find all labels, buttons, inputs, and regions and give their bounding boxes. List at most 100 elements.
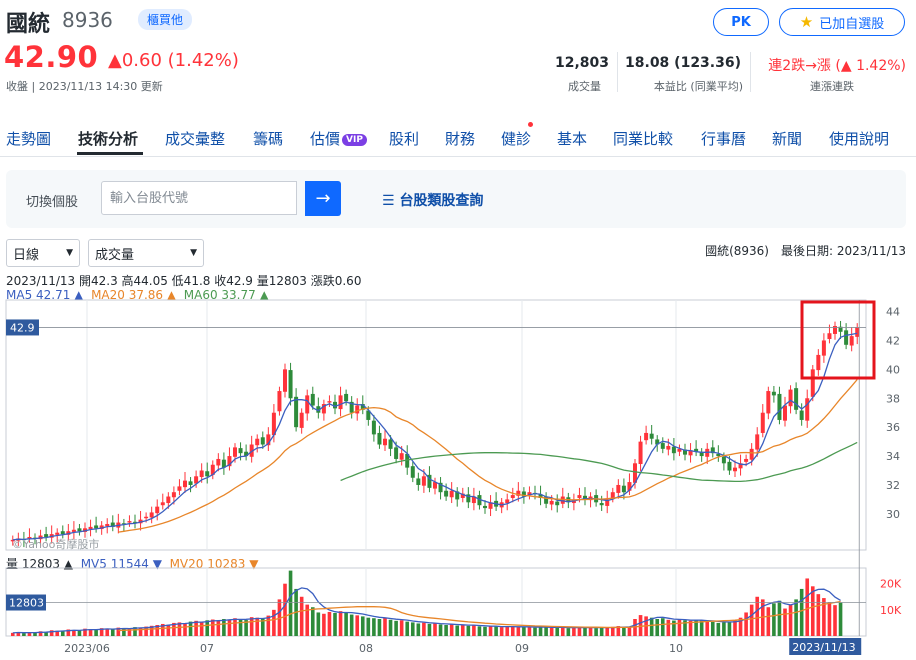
ma5-line xyxy=(12,332,858,541)
candle-body xyxy=(616,484,621,493)
tab-calendar[interactable]: 行事曆 xyxy=(701,130,747,148)
ma20-legend: MA20 37.86 ▲ xyxy=(91,288,177,302)
candle-body xyxy=(766,391,771,414)
volume-bar xyxy=(77,630,82,636)
volume-bar xyxy=(299,596,304,636)
volume-bar xyxy=(366,617,371,636)
ma5-legend: MA5 42.71 ▲ xyxy=(6,288,84,302)
tab-peers[interactable]: 同業比較 xyxy=(613,130,674,148)
volume-bar xyxy=(555,627,560,636)
candle-body xyxy=(88,526,93,530)
symbol-search-input[interactable] xyxy=(101,181,297,215)
watchlist-button[interactable]: ★ 已加自選股 xyxy=(779,8,905,36)
candle-body xyxy=(827,333,832,340)
candle-body xyxy=(44,534,49,537)
volume-bar xyxy=(560,627,565,636)
volume-bar xyxy=(55,630,60,636)
volume-bar xyxy=(466,625,471,636)
volume-bar xyxy=(355,615,360,636)
candle-body xyxy=(260,437,265,445)
volume-bar xyxy=(577,627,582,636)
tab-help[interactable]: 使用說明 xyxy=(829,130,890,148)
market-badge[interactable]: 櫃買他 xyxy=(138,9,193,30)
candle-body xyxy=(699,452,704,457)
candle-body xyxy=(666,445,671,450)
candle-body xyxy=(760,412,765,433)
period-select[interactable]: 日線 ▼ xyxy=(6,239,80,267)
volume-bar xyxy=(272,609,276,636)
pk-button[interactable]: PK xyxy=(713,8,769,36)
candle-body xyxy=(394,447,399,459)
search-go-button[interactable]: → xyxy=(305,181,341,216)
tab-valuation[interactable]: 估價 VIP xyxy=(310,128,367,149)
tab-chips[interactable]: 籌碼 xyxy=(253,130,284,148)
candle-body xyxy=(677,448,682,452)
tab-valuation-label: 估價 xyxy=(310,130,341,148)
volume-bar xyxy=(205,620,210,636)
tab-trades[interactable]: 成交彙整 xyxy=(165,130,226,148)
candle-body xyxy=(788,389,793,407)
candle-body xyxy=(449,490,454,498)
volume-bar xyxy=(349,614,354,636)
candle-body xyxy=(771,391,776,396)
volume-bar xyxy=(827,602,832,636)
candle-body xyxy=(710,447,715,454)
volume-bar xyxy=(822,598,826,636)
x-tick-label: 10 xyxy=(669,642,683,655)
tab-finance[interactable]: 財務 xyxy=(445,130,476,148)
last-volume-label: 12803 xyxy=(9,597,44,610)
volume-bar xyxy=(444,625,448,636)
candle-body xyxy=(660,443,665,449)
volume-bar xyxy=(755,596,760,636)
volume-bar xyxy=(399,620,404,636)
candle-body xyxy=(538,494,543,498)
volume-bar xyxy=(416,623,421,636)
volume-bar xyxy=(666,619,671,636)
volume-bar xyxy=(277,599,282,636)
volume-bar xyxy=(733,620,737,636)
candle-body xyxy=(205,471,210,477)
update-time: 收盤 | 2023/11/13 14:30 更新 xyxy=(6,80,163,93)
candle-body xyxy=(599,503,604,506)
volume-bar xyxy=(216,620,221,636)
volume-bar xyxy=(177,622,182,636)
tab-basic[interactable]: 基本 xyxy=(557,130,588,148)
price-chart[interactable]: 2023/06 07 08 09 10 30 32 34 36 38 40 42 44 10K 20K 42.… xyxy=(0,298,916,660)
tab-technical[interactable]: 技術分析 xyxy=(78,130,139,148)
volume-bar xyxy=(705,621,710,636)
tab-news[interactable]: 新聞 xyxy=(772,130,803,148)
candle-body xyxy=(621,485,626,493)
volume-value: 12,803 xyxy=(554,55,609,71)
candle-body xyxy=(738,463,743,469)
volume-bar xyxy=(516,627,521,636)
mv20-line xyxy=(118,600,841,632)
volume-bar xyxy=(688,620,693,636)
candle-body xyxy=(194,476,199,484)
volume-bar xyxy=(788,604,793,636)
volume-bar xyxy=(316,612,321,636)
candle-body xyxy=(460,493,465,498)
volume-bar xyxy=(566,628,571,636)
watermark: ©Yahoo奇摩股市 xyxy=(12,537,99,551)
candle-body xyxy=(283,369,287,392)
indicator-select[interactable]: 成交量 ▼ xyxy=(88,239,204,267)
tab-dividend[interactable]: 股利 xyxy=(389,130,420,148)
tab-trend[interactable]: 走勢圖 xyxy=(6,130,52,148)
vip-badge: VIP xyxy=(342,133,367,146)
candle-body xyxy=(855,327,860,337)
tab-diagnosis[interactable]: 健診 xyxy=(501,130,532,148)
candle-body xyxy=(338,395,343,410)
volume-bar xyxy=(605,627,610,636)
category-query-link[interactable]: ☰ 台股類股查詢 xyxy=(382,190,483,210)
volume-bar xyxy=(438,624,443,636)
candle-body xyxy=(410,466,415,478)
volume-bar xyxy=(599,627,604,636)
candle-body xyxy=(727,461,732,471)
candle-body xyxy=(266,434,271,446)
candle-body xyxy=(227,456,232,467)
volume-bar xyxy=(210,619,215,636)
volume-bar xyxy=(405,621,410,636)
candle-body xyxy=(527,492,532,496)
notification-dot xyxy=(528,122,533,127)
pe-value: 18.08 (123.36) xyxy=(625,55,741,71)
